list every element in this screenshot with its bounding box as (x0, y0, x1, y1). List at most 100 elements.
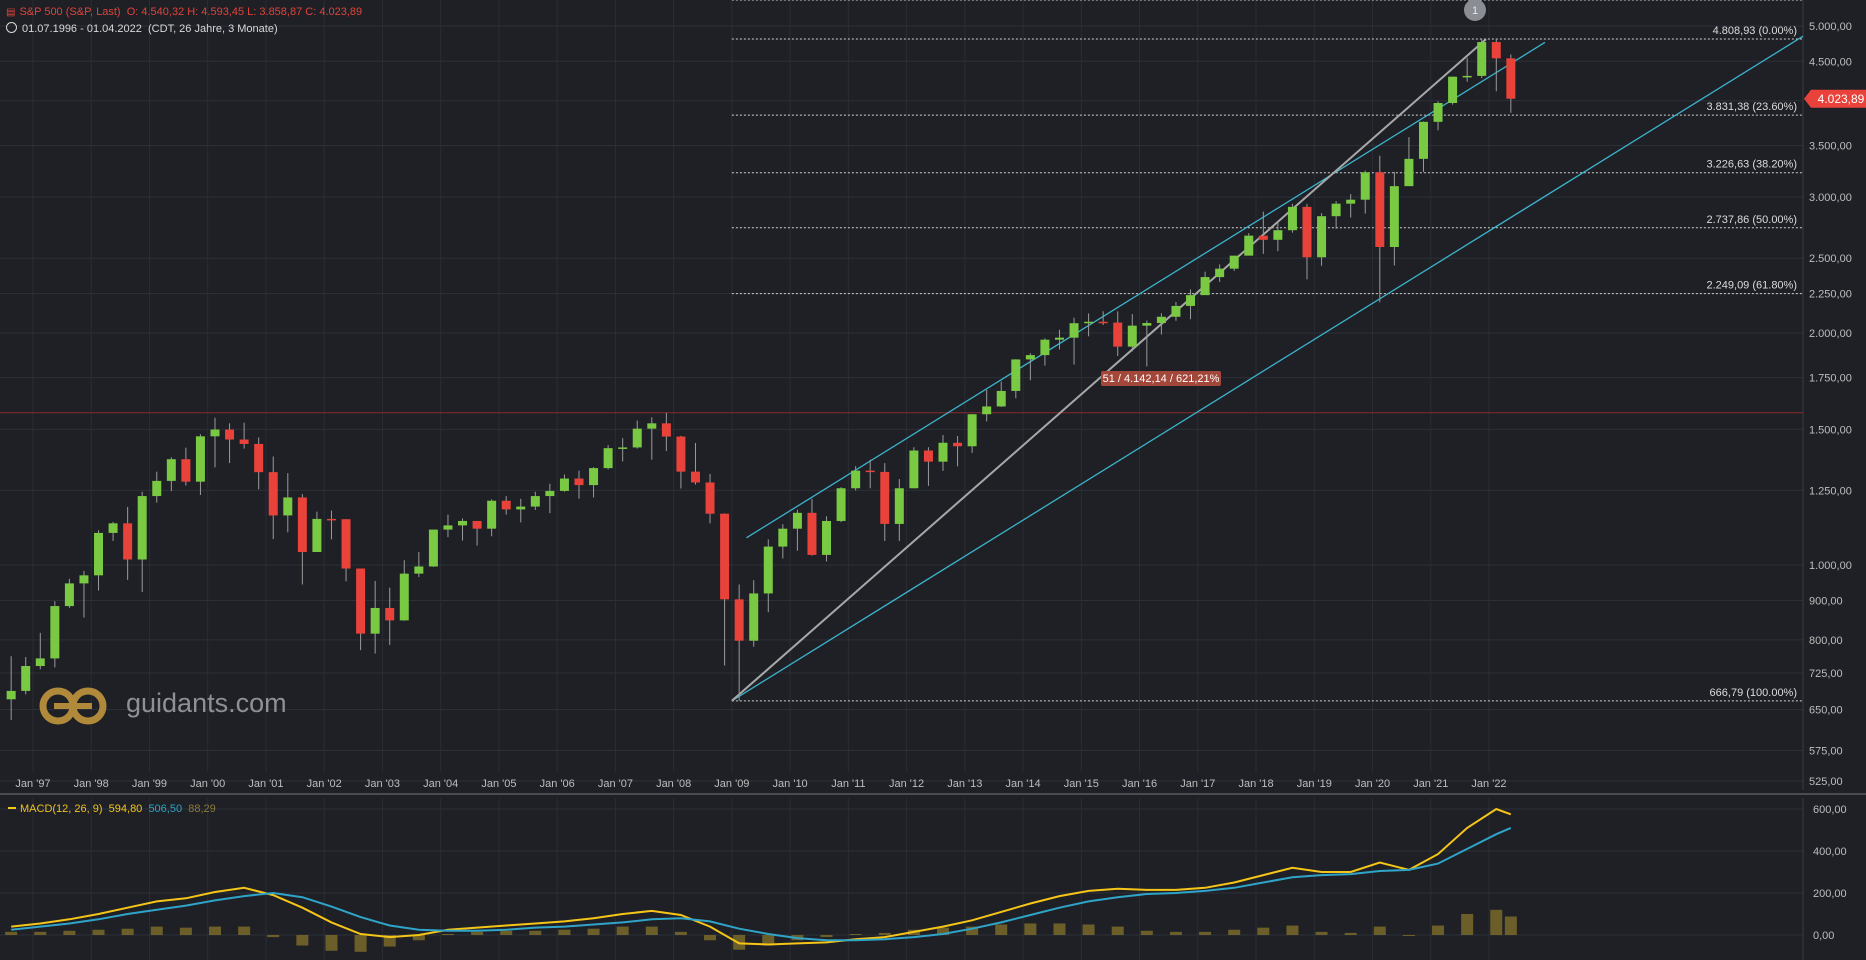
histogram-bar (1402, 935, 1415, 936)
histogram-bar (383, 935, 396, 947)
candle-up (1360, 172, 1370, 200)
guidants-logo-icon (39, 687, 107, 725)
instrument-title[interactable]: S&P 500 (S&P, Last) (19, 6, 121, 18)
histogram-bar (63, 930, 76, 935)
histogram-bar (762, 935, 775, 946)
candle-up (894, 488, 904, 524)
histogram-bar (92, 929, 105, 935)
candle-down (690, 471, 700, 483)
histogram-bar (209, 926, 221, 935)
channel-upper-line (746, 41, 1546, 539)
candle-up (487, 500, 497, 529)
macd-panel-bg (0, 798, 1866, 960)
candle-down (865, 470, 875, 473)
macd-tick-label: 400,00 (1813, 846, 1847, 858)
candle-up (137, 496, 147, 560)
histogram-bar (820, 935, 833, 938)
histogram-bar (558, 929, 571, 935)
signal-line (11, 826, 1512, 942)
histogram-bar (1082, 924, 1095, 935)
macd-swatch (8, 807, 16, 809)
last-price-tag (1804, 89, 1866, 108)
time-tick-label: Jan '17 (1180, 778, 1215, 790)
histogram-bar (587, 928, 600, 935)
price-tick-label: 5.000,00 (1809, 21, 1852, 33)
candle-up (1317, 216, 1327, 258)
macd-title: MACD(12, 26, 9) (20, 803, 103, 815)
channel-lower-line (731, 35, 1804, 702)
candle-down (501, 500, 511, 510)
candle-down (1098, 321, 1108, 324)
price-tick-label: 2.500,00 (1809, 253, 1852, 265)
price-tick-label: 525,00 (1809, 776, 1843, 788)
histogram-bar (325, 935, 338, 951)
price-tick-label: 3.000,00 (1809, 192, 1852, 204)
histogram-bar (529, 930, 542, 935)
candle-up (1404, 158, 1414, 187)
candle-down (1302, 206, 1312, 258)
last-price-label: 4.023,89 (1818, 92, 1865, 106)
histogram-bar (849, 933, 862, 935)
fib-level-label: 3.226,63 (38.20%) (1706, 159, 1797, 171)
candle-down (123, 523, 133, 560)
candle-up (152, 480, 162, 497)
macd-value: 594,80 (108, 803, 143, 815)
price-panel-bg (0, 0, 1866, 790)
candle-up (559, 478, 569, 491)
candle-up (749, 593, 759, 641)
candle-down (472, 520, 482, 529)
price-tick-label: 725,00 (1809, 668, 1843, 680)
time-tick-label: Jan '09 (714, 778, 749, 790)
candle-down (676, 436, 686, 472)
candle-down (661, 423, 671, 437)
histogram-bar (1024, 923, 1037, 935)
candle-down (953, 442, 963, 447)
candle-up (909, 450, 919, 489)
candle-up (1025, 355, 1035, 360)
time-tick-label: Jan '22 (1471, 778, 1506, 790)
candle-up (618, 447, 628, 449)
candle-up (1215, 268, 1225, 278)
candle-up (50, 606, 60, 659)
time-tick-label: Jan '16 (1122, 778, 1157, 790)
candle-up (21, 666, 31, 691)
candle-up (94, 532, 104, 576)
histogram-bar (995, 924, 1008, 935)
time-tick-label: Jan '12 (889, 778, 924, 790)
candle-up (428, 529, 438, 567)
histogram-bar (354, 935, 367, 952)
candle-down (705, 482, 715, 514)
candle-up (1244, 235, 1254, 256)
candle-up (443, 525, 453, 530)
brand-name: guidants.com (126, 688, 287, 718)
candle-up (64, 583, 74, 607)
candle-up (1462, 75, 1472, 78)
time-tick-label: Jan '03 (365, 778, 400, 790)
histogram-bar (1257, 927, 1270, 935)
measure-label: 51 / 4.142,14 / 621,21% (1103, 373, 1220, 385)
histogram-bar (471, 931, 484, 935)
macd-legend[interactable]: MACD(12, 26, 9) 594,80 506,50 88,29 (8, 803, 216, 815)
price-tick-label: 575,00 (1809, 746, 1843, 758)
macd-tick-label: 600,00 (1813, 804, 1847, 816)
histogram-bar (1053, 923, 1066, 935)
event-marker-label: 1 (1472, 5, 1478, 17)
candle-down (1375, 172, 1385, 247)
candle-down (1506, 58, 1516, 99)
histogram-bar (937, 927, 949, 935)
fib-level-label: 3.831,38 (23.60%) (1706, 101, 1797, 113)
candle-up (1069, 323, 1079, 338)
histogram-bar (1199, 931, 1212, 935)
price-tick-label: 650,00 (1809, 704, 1843, 716)
histogram-bar (267, 935, 280, 938)
time-tick-label: Jan '04 (423, 778, 458, 790)
price-tick-label: 4.500,00 (1809, 56, 1852, 68)
candle-up (822, 520, 832, 555)
date-range[interactable]: 01.07.1996 - 01.04.2022 (22, 23, 142, 35)
range-row: 01.07.1996 - 01.04.2022 (CDT, 26 Jahre, … (6, 22, 278, 35)
candle-up (632, 428, 642, 448)
macd-tick-label: 200,00 (1813, 888, 1847, 900)
candle-down (341, 519, 351, 569)
time-tick-label: Jan '19 (1297, 778, 1332, 790)
